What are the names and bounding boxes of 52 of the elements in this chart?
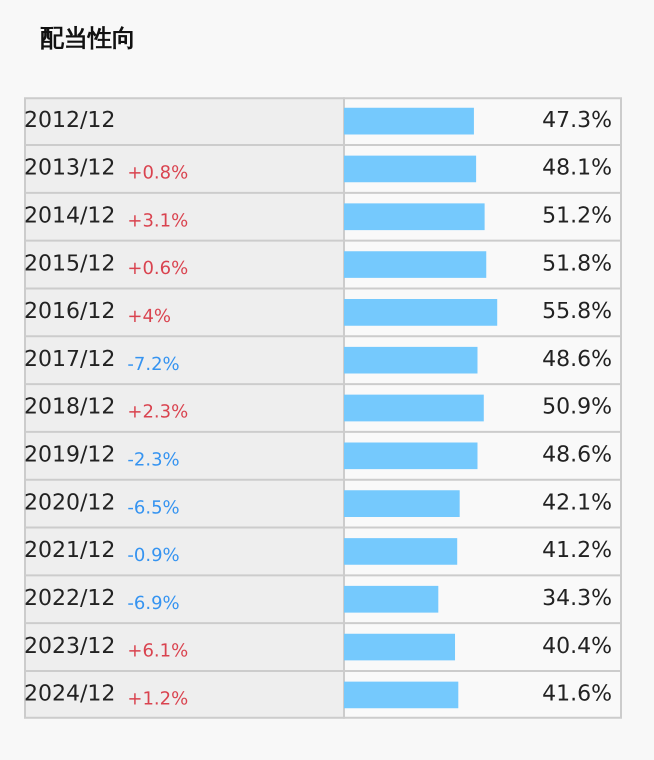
bar <box>344 156 476 182</box>
text: +6.1% <box>127 640 188 662</box>
bar <box>344 346 478 374</box>
text: -2.3% <box>127 449 180 470</box>
y-tick-label: 2023/12 <box>24 634 116 659</box>
text: +0.8% <box>127 162 188 184</box>
text: +1.2% <box>127 688 188 710</box>
text: +2.3% <box>127 402 188 423</box>
data-label: 51.8% <box>542 251 612 276</box>
y-tick-label: 2012/12 <box>24 108 116 133</box>
data-label: 41.2% <box>542 538 612 564</box>
text: +0.6% <box>127 258 188 280</box>
y-tick-label: 2015/12 <box>24 251 116 276</box>
data-label: 42.1% <box>542 490 612 516</box>
bar <box>344 299 498 326</box>
data-label: 40.4% <box>542 634 612 659</box>
y-tick-label: 2024/12 <box>24 682 116 707</box>
bar <box>344 442 478 470</box>
y-tick-label: 2016/12 <box>24 299 116 324</box>
bar <box>344 203 485 230</box>
bar <box>344 394 484 422</box>
text: -6.5% <box>127 497 180 518</box>
data-label: 48.1% <box>542 156 612 181</box>
bar <box>344 251 486 278</box>
bar <box>344 586 438 613</box>
bar <box>344 634 456 660</box>
data-label: 41.6% <box>542 682 612 707</box>
text: -6.9% <box>127 592 180 614</box>
data-label: 51.2% <box>542 203 612 228</box>
data-label: 55.8% <box>542 299 612 324</box>
bar <box>344 538 458 565</box>
y-tick-label: 2022/12 <box>24 586 116 611</box>
bar <box>344 682 458 708</box>
data-label: 48.6% <box>542 442 612 468</box>
y-tick-label: 2020/12 <box>24 490 116 516</box>
y-tick-label: 2014/12 <box>24 203 116 228</box>
bar <box>344 108 474 134</box>
y-tick-label: 2017/12 <box>24 346 116 372</box>
y-tick-label: 2019/12 <box>24 442 116 468</box>
bar <box>344 490 460 517</box>
data-label: 50.9% <box>542 394 612 420</box>
text: +4% <box>127 306 172 328</box>
text: -0.9% <box>127 545 180 566</box>
text: 配当性向 <box>40 23 136 54</box>
y-tick-label: 2021/12 <box>24 538 116 564</box>
y-tick-label: 2013/12 <box>24 156 116 181</box>
data-label: 47.3% <box>542 108 612 133</box>
text: +3.1% <box>127 210 188 232</box>
data-label: 48.6% <box>542 346 612 372</box>
data-label: 34.3% <box>542 586 612 611</box>
y-tick-label: 2018/12 <box>24 394 116 420</box>
text: -7.2% <box>127 354 180 375</box>
